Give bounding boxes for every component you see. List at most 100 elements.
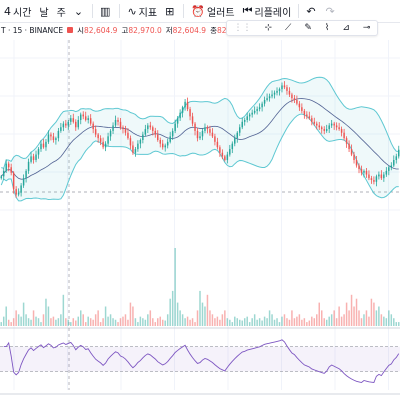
candle-body: [181, 107, 184, 113]
candle-body: [55, 138, 57, 140]
volume-bar: [32, 310, 35, 326]
candle-body: [234, 138, 236, 144]
candle-body: [20, 185, 22, 193]
high-label: 고: [121, 25, 129, 35]
candle-body: [57, 130, 60, 139]
volume-bar: [57, 318, 60, 326]
volume-bar: [12, 318, 15, 326]
candle-body: [10, 167, 12, 173]
volume-bar: [94, 314, 97, 326]
volume-bar: [236, 318, 239, 326]
volume-bar: [214, 318, 216, 326]
alarm-clock-icon: ⏰: [191, 4, 205, 18]
rsi-line: [3, 339, 400, 384]
bollinger-upper: [1, 76, 399, 169]
horizontal-line-tool-icon[interactable]: ⊸: [362, 23, 371, 33]
volume-bar: [89, 318, 92, 326]
candle-body: [127, 132, 129, 139]
volume-bar: [281, 316, 283, 326]
volume-bar: [378, 306, 380, 326]
volume-bar: [340, 316, 343, 326]
volume-bar: [174, 248, 176, 326]
low-label: 저: [165, 25, 173, 35]
volume-bar: [2, 316, 5, 326]
volume-bar: [186, 316, 189, 326]
volume-bar: [157, 318, 159, 326]
volume-bar: [15, 310, 17, 326]
volume-bar: [164, 320, 166, 326]
volume-bar: [127, 319, 129, 326]
candle-body: [47, 134, 50, 142]
interval-dropdown[interactable]: ⌄: [70, 0, 89, 22]
measure-tool-icon[interactable]: ⊿: [342, 23, 350, 33]
volume-bar: [303, 318, 306, 326]
cursor-tool-icon[interactable]: ⊹: [264, 23, 273, 33]
layout-button[interactable]: ⊞: [161, 0, 180, 22]
chart-type-button[interactable]: ▥: [96, 0, 116, 22]
candle-body: [37, 149, 40, 155]
candle-body: [375, 176, 378, 182]
candle-body: [273, 92, 276, 95]
candle-body: [35, 154, 37, 160]
candle-body: [226, 154, 229, 160]
alerts-button[interactable]: ⏰ 얼러트: [187, 0, 238, 22]
interval-number: 4: [4, 4, 11, 18]
day-button[interactable]: 날: [35, 0, 52, 22]
candle-body: [186, 101, 189, 110]
candle-body: [147, 125, 149, 130]
interval-button[interactable]: 4 시간: [0, 0, 35, 22]
indicators-button[interactable]: ∿ 지표: [123, 0, 161, 22]
candle-body: [288, 90, 291, 95]
candle-body: [246, 116, 248, 120]
replay-button[interactable]: ⏮ 리플레이: [239, 0, 296, 22]
volume-bar: [35, 316, 37, 326]
volume-bar: [256, 319, 258, 326]
symbol-text[interactable]: T · 15 · BINANCE: [1, 25, 64, 35]
toolbar-divider: [298, 4, 300, 18]
candle-body: [97, 134, 99, 139]
candle-body: [179, 112, 181, 119]
candle-body: [358, 165, 360, 170]
week-button[interactable]: 주: [53, 0, 70, 22]
candle-body: [144, 129, 147, 135]
volume-bar: [278, 322, 281, 326]
candle-body: [390, 165, 393, 168]
candle-body: [340, 129, 343, 133]
redo-button[interactable]: ↷: [322, 0, 341, 22]
candle-body: [296, 100, 298, 104]
volume-bar: [189, 319, 191, 326]
candle-body: [298, 103, 301, 108]
candle-body: [75, 121, 77, 128]
volume-bar: [358, 310, 360, 326]
volume-bar: [298, 314, 301, 326]
volume-bar: [251, 318, 253, 326]
volume-bar: [102, 318, 104, 326]
volume-bar: [323, 318, 325, 326]
candle-body: [303, 110, 306, 115]
candle-body: [25, 170, 27, 179]
toolbar-divider: [183, 4, 185, 18]
volume-bar: [124, 314, 127, 326]
candle-body: [383, 174, 385, 179]
volume-bar: [194, 322, 196, 326]
candle-body: [268, 96, 271, 99]
volume-bar: [107, 316, 109, 326]
volume-bar: [27, 318, 30, 326]
volume-bar: [375, 310, 378, 326]
volume-bar: [234, 316, 236, 326]
volume-bar: [353, 306, 355, 326]
brush-tool-icon[interactable]: ⌇: [324, 23, 330, 33]
volume-bar: [320, 310, 323, 326]
trendline-tool-icon[interactable]: ⟋: [285, 23, 292, 33]
replay-icon: ⏮: [242, 4, 253, 17]
volume-bar: [97, 310, 99, 326]
pencil-tool-icon[interactable]: ✎: [304, 23, 312, 33]
drag-handle-icon[interactable]: ⋮⋮: [233, 23, 252, 33]
volume-bar: [191, 318, 194, 326]
undo-button[interactable]: ↶: [302, 0, 321, 22]
volume-bar: [261, 320, 263, 326]
volume-bar: [308, 320, 311, 326]
alerts-label: 얼러트: [206, 7, 235, 19]
candle-body: [330, 123, 333, 126]
